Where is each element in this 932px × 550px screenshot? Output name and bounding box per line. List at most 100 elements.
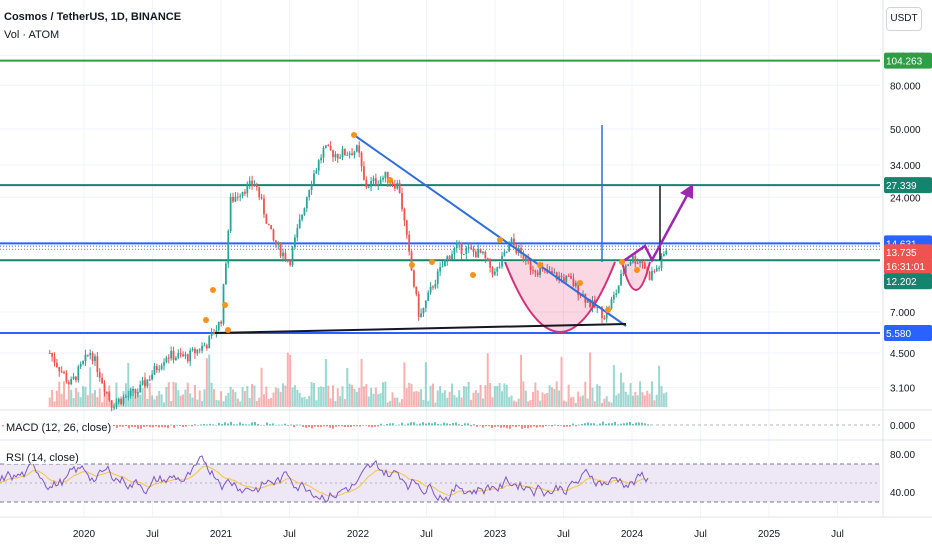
volume-bar	[320, 386, 323, 407]
volume-bar	[212, 389, 215, 407]
candle-body	[108, 392, 111, 401]
candle-body	[415, 286, 418, 294]
candle-body	[417, 293, 420, 318]
candle-body	[232, 196, 234, 202]
volume-bar	[279, 391, 282, 407]
volume-bar	[151, 395, 154, 407]
macd-bar	[431, 423, 433, 426]
macd-bar	[302, 425, 304, 428]
volume-bar	[74, 388, 77, 407]
candle-body	[236, 196, 239, 198]
macd-bar	[632, 423, 634, 426]
volume-bar	[60, 393, 63, 407]
volume-bar	[286, 352, 289, 407]
volume-bar	[105, 392, 108, 407]
candle-body	[448, 256, 451, 261]
volume-bar	[641, 392, 644, 407]
candle-body	[103, 383, 106, 392]
candle-body	[213, 332, 215, 335]
volume-bar	[479, 384, 482, 407]
volume-bar	[132, 389, 135, 407]
macd-bar	[584, 423, 586, 426]
macd-bar	[593, 423, 595, 426]
macd-bar	[176, 424, 178, 426]
volume-bar	[374, 387, 377, 407]
macd-bar	[149, 425, 151, 428]
pivot-marker	[387, 177, 393, 183]
macd-bar	[536, 425, 538, 428]
candle-body	[67, 381, 70, 385]
macd-bar	[569, 425, 571, 427]
volume-bar	[322, 387, 325, 407]
volume-bar	[665, 392, 668, 407]
macd-bar	[629, 421, 631, 426]
volume-bar	[429, 385, 432, 407]
volume-bar	[658, 365, 661, 407]
candle-body	[648, 271, 651, 280]
volume-bar	[451, 383, 454, 407]
volume-bar	[270, 398, 273, 407]
volume-bar	[522, 381, 525, 407]
volume-bar	[501, 391, 504, 407]
macd-bar	[533, 425, 535, 427]
volume-bar	[553, 388, 556, 407]
candle-body	[113, 407, 115, 409]
volume-bar	[358, 387, 361, 407]
macd-bar	[479, 425, 481, 426]
candle-body	[460, 242, 463, 255]
volume-bar	[222, 401, 225, 407]
volume-bar	[379, 393, 382, 407]
candle-body	[424, 300, 427, 308]
macd-bar	[626, 422, 628, 426]
volume-bar	[160, 394, 163, 407]
candle-body	[620, 273, 622, 286]
volume-bar	[424, 362, 427, 407]
candle-body	[277, 242, 280, 245]
candle-body	[77, 366, 80, 381]
macd-bar	[206, 424, 208, 426]
currency-button[interactable]: USDT	[886, 7, 922, 31]
volume-bar	[217, 400, 220, 407]
volume-bar	[315, 400, 318, 407]
macd-bar	[290, 424, 292, 426]
candle-body	[313, 173, 315, 185]
macd-bar	[596, 424, 598, 426]
candle-body	[558, 275, 561, 280]
candle-body	[501, 255, 503, 267]
candle-body	[229, 196, 232, 231]
candle-body	[201, 345, 203, 351]
macd-bar	[146, 425, 148, 427]
price-tag	[884, 273, 932, 290]
pivot-marker	[470, 272, 476, 278]
volume-bar	[289, 354, 292, 407]
macd-bar	[590, 423, 592, 426]
macd-bar	[164, 425, 166, 428]
candle-body	[284, 252, 287, 261]
macd-bar	[311, 425, 313, 429]
macd-bar	[224, 422, 226, 426]
volume-bar	[234, 392, 237, 407]
candle-body	[396, 183, 399, 189]
volume-bar	[529, 400, 532, 407]
volume-bar	[453, 394, 456, 407]
candle-body	[503, 252, 506, 256]
candle-body	[189, 350, 192, 362]
volume-bar	[229, 386, 232, 407]
candle-body	[482, 251, 484, 254]
candle-body	[358, 145, 361, 153]
candle-body	[196, 349, 199, 354]
candle-body	[63, 371, 65, 374]
candle-body	[153, 366, 156, 375]
candle-body	[210, 332, 213, 336]
candle-body	[622, 272, 625, 274]
candle-body	[529, 261, 532, 270]
candle-body	[393, 183, 396, 189]
macd-bar	[359, 425, 361, 427]
volume-bar	[527, 401, 530, 407]
macd-bar	[539, 425, 541, 427]
candle-body	[534, 270, 537, 273]
macd-bar	[161, 425, 163, 428]
volume-bar	[391, 392, 394, 407]
volume-bar	[98, 388, 101, 407]
